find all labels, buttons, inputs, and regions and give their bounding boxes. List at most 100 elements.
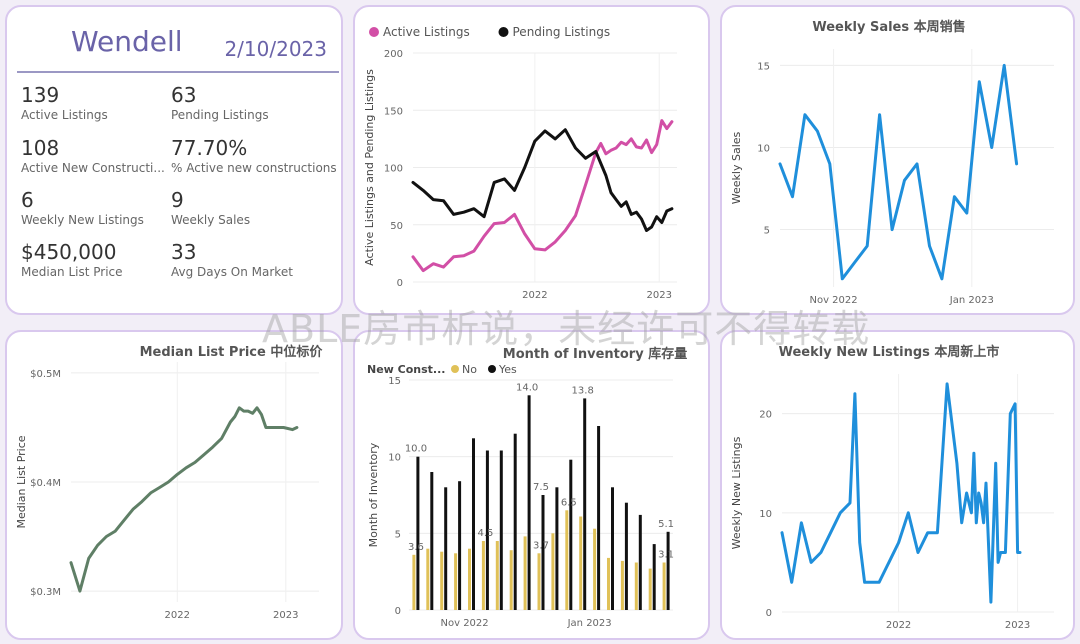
series-line-weekly-sales	[778, 63, 1019, 281]
kpi-label: Median List Price	[21, 265, 123, 279]
kpi-value: 6	[21, 188, 34, 212]
data-label: 3.7	[533, 540, 549, 551]
data-label: 7.5	[533, 482, 549, 493]
y-tick-label: $0.5M	[30, 369, 61, 380]
kpi-pct-new-construction: 77.70% % Active new constructions	[171, 136, 337, 175]
kpi-value: 9	[171, 188, 184, 212]
y-tick-label: 5	[395, 529, 401, 540]
bar-no	[481, 541, 485, 610]
bar-yes	[485, 450, 489, 610]
report-date: 2/10/2023	[224, 37, 327, 61]
kpi-value: $450,000	[21, 240, 117, 264]
bar-yes	[624, 502, 628, 610]
y-axis-label: Month of Inventory	[367, 442, 380, 547]
y-tick-label: 0	[395, 606, 401, 617]
bar-no	[662, 562, 666, 610]
data-label: 13.8	[572, 385, 594, 396]
bar-no	[593, 528, 597, 610]
chart-title: Month of Inventory 库存量	[503, 346, 687, 362]
kpi-label: Avg Days On Market	[171, 265, 293, 279]
data-label: 14.0	[516, 382, 538, 393]
bar-yes	[513, 433, 517, 610]
y-tick-label: 50	[390, 221, 403, 232]
month-of-inventory-chart-card: Month of Inventory 库存量 New Const... No Yes 0…	[353, 330, 710, 640]
median-list-price-chart-card: Median List Price 中位标价 $0.3M $0.4M $0.5M 202…	[5, 330, 343, 640]
kpi-card: Wendell 2/10/2023 139 Active Listings 63…	[5, 5, 343, 315]
data-label: 5.1	[658, 519, 674, 530]
series-line-pending-listings	[411, 128, 674, 232]
x-tick-label: 2022	[522, 290, 547, 301]
kpi-pending-listings: 63 Pending Listings	[171, 83, 269, 122]
x-tick-label: 2022	[886, 620, 911, 631]
bar-no	[495, 541, 499, 610]
y-tick-label: 10	[757, 143, 770, 154]
x-tick-label: Jan 2023	[567, 618, 612, 629]
y-tick-label: 150	[384, 106, 403, 117]
bar-yes	[597, 426, 601, 610]
bar-yes	[652, 544, 656, 610]
data-label: 6.5	[561, 497, 577, 508]
kpi-label: Pending Listings	[171, 108, 269, 122]
legend-label: Active Listings	[383, 25, 470, 39]
bar-no	[412, 554, 416, 610]
data-label: 10.0	[405, 444, 427, 455]
y-tick-label: $0.4M	[30, 478, 61, 489]
kpi-label: % Active new constructions	[171, 161, 337, 175]
x-tick-label: Nov 2022	[441, 618, 489, 629]
bar-yes	[555, 487, 559, 610]
title-divider	[17, 71, 339, 73]
y-axis-label: Weekly New Listings	[730, 436, 743, 549]
kpi-label: Weekly New Listings	[21, 213, 144, 227]
kpi-median-list-price: $450,000 Median List Price	[21, 240, 123, 279]
active-pending-chart-card: 0 50 100 150 200 2022 2023 Active Listings and …	[353, 5, 710, 315]
series-line-median-list-price	[69, 406, 299, 593]
bar-yes	[527, 395, 531, 610]
bar-yes	[666, 531, 670, 610]
series-line-active-listings	[411, 119, 674, 273]
bar-no	[440, 551, 444, 610]
weekly-new-listings-chart: Weekly New Listings 本周新上市 0 10 20 2022 2023 We…	[730, 344, 1054, 631]
month-of-inventory-chart: Month of Inventory 库存量 New Const... No Yes 0…	[367, 346, 687, 629]
y-axis-label: Active Listings and Pending Listings	[363, 69, 376, 266]
chart-title: Weekly New Listings 本周新上市	[779, 344, 1000, 360]
bar-no	[579, 516, 583, 610]
series-line-weekly-new-listings	[780, 382, 1022, 604]
bar-no	[509, 550, 513, 610]
legend-label: No	[462, 363, 477, 376]
bar-yes	[416, 456, 420, 610]
data-label: 3.6	[408, 542, 424, 553]
kpi-value: 139	[21, 83, 60, 107]
x-tick-label: 2023	[273, 610, 298, 621]
x-tick-label: 2022	[165, 610, 190, 621]
data-label: 4.5	[477, 528, 493, 539]
bar-no	[454, 553, 458, 610]
chart-title: Median List Price 中位标价	[140, 344, 324, 360]
kpi-avg-days-on-market: 33 Avg Days On Market	[171, 240, 293, 279]
kpi-active-listings: 139 Active Listings	[21, 83, 108, 122]
bar-no	[648, 568, 652, 610]
active-pending-chart: 0 50 100 150 200 2022 2023 Active Listings and …	[363, 25, 677, 301]
y-tick-label: 10	[388, 453, 401, 464]
kpi-value: 33	[171, 240, 197, 264]
bar-yes	[499, 450, 503, 610]
x-tick-label: Nov 2022	[809, 295, 857, 306]
y-tick-label: $0.3M	[30, 587, 61, 598]
bar-no	[565, 510, 569, 610]
kpi-weekly-sales: 9 Weekly Sales	[171, 188, 250, 227]
data-label: 3.1	[658, 549, 674, 560]
bar-yes	[611, 487, 614, 610]
y-tick-label: 15	[757, 61, 770, 72]
weekly-sales-chart-card: Weekly Sales 本周销售 5 10 15 Nov 2022 Jan 2023 We…	[720, 5, 1075, 315]
x-tick-label: 2023	[647, 290, 672, 301]
kpi-label: Weekly Sales	[171, 213, 251, 227]
x-tick-label: 2023	[1005, 620, 1030, 631]
bar-yes	[583, 398, 587, 610]
legend-label: Yes	[498, 363, 517, 376]
legend-marker	[498, 27, 509, 37]
y-tick-label: 5	[764, 226, 770, 237]
bar-no	[537, 553, 541, 610]
legend-marker	[369, 27, 379, 37]
legend-marker	[488, 365, 496, 373]
city-title: Wendell	[71, 25, 183, 58]
x-tick-label: Jan 2023	[949, 295, 994, 306]
